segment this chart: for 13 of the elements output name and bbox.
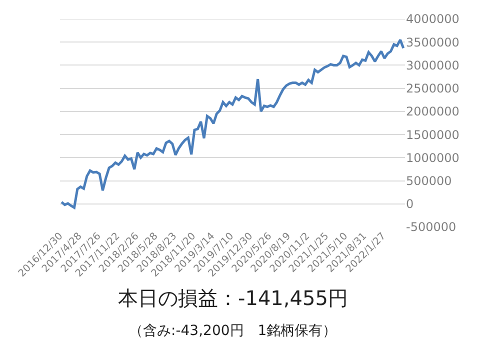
text: （含み:-43,200円 1銘柄保有） xyxy=(129,323,337,339)
y-tick-label: 1000000 xyxy=(406,150,460,165)
y-tick-label: 2500000 xyxy=(406,82,460,96)
y-tick-label: 1500000 xyxy=(406,128,460,142)
y-tick-label: 500000 xyxy=(406,174,452,188)
y-tick-label: 3000000 xyxy=(406,58,460,72)
line-series xyxy=(60,38,405,209)
y-tick-label: 2000000 xyxy=(406,104,460,119)
y-tick-label: -500000 xyxy=(406,220,456,234)
text: 本日の損益：-141,455円 xyxy=(118,286,348,310)
y-tick-label: 4000000 xyxy=(406,12,460,26)
y-tick-label: 3500000 xyxy=(406,35,460,50)
y-tick-label: 0 xyxy=(406,197,414,212)
